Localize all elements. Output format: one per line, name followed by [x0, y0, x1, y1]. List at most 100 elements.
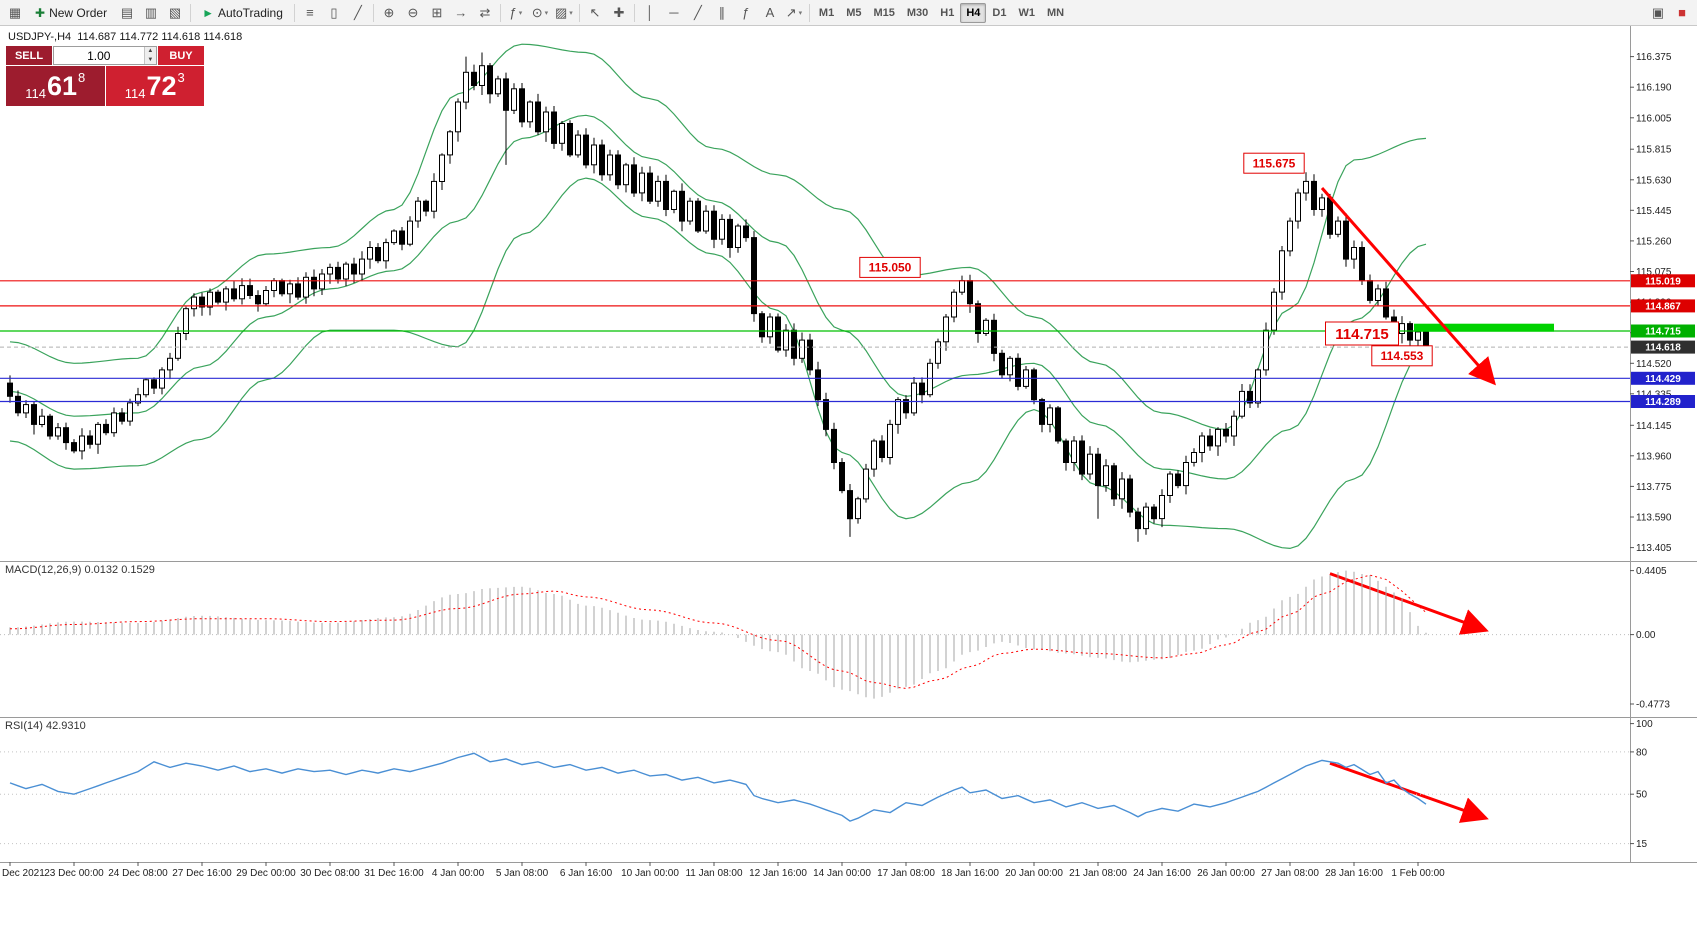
timeframe-button-m30[interactable]: M30 [906, 6, 929, 19]
buy-button[interactable]: BUY [158, 46, 204, 65]
market-watch-icon[interactable]: ▥ [139, 2, 163, 24]
templates-icon[interactable]: ▨ ▾ [552, 2, 576, 24]
new-chart-icon: ▦ [8, 4, 22, 20]
bar-chart-icon[interactable]: ≡ [298, 2, 322, 24]
chart-profiles-icon[interactable]: ▤ [115, 2, 139, 24]
fibonacci-icon[interactable]: ƒ [734, 2, 758, 24]
rsi-pane [0, 751, 1630, 845]
buy-price-prefix: 114 [124, 86, 146, 101]
chart-profiles-icon: ▤ [120, 4, 134, 20]
cursor-icon[interactable]: ↖ [583, 2, 607, 24]
time-tick-label: 28 Jan 16:00 [1325, 868, 1383, 879]
price-badge-115.019: 115.019 [1631, 274, 1695, 288]
chart-shift-icon[interactable]: ⇄ [473, 2, 497, 24]
new-chart-icon[interactable]: ▦ [3, 2, 27, 24]
new-order-button[interactable]: ✚ New Order [27, 2, 115, 24]
rsi-tick-label: 100 [1636, 719, 1653, 730]
toolbar: ▦ ✚ New Order ▤ ▥ ▧ ► AutoTrading ≡ ▯ ╱ ⊕ ⊖ ⊞ → ⇄ ƒ ▾ ⊙ ▾ ▨ ▾… [0, 0, 1697, 26]
vertical-line-icon[interactable]: │ [638, 2, 662, 24]
svg-text:115.050: 115.050 [869, 261, 912, 275]
text-label-icon[interactable]: A [758, 2, 782, 24]
support-zone-rectangle[interactable] [1414, 323, 1554, 332]
symbol-period-label: USDJPY-,H4 [8, 31, 72, 43]
price-axis[interactable]: 116.375 116.190 116.005 115.815 115.630 115.4… [1630, 52, 1695, 554]
time-tick-label: 30 Dec 08:00 [300, 868, 360, 879]
svg-text:114.715: 114.715 [1335, 326, 1388, 343]
price-tick-label: 114.145 [1636, 421, 1672, 432]
svg-text:115.019: 115.019 [1645, 276, 1681, 287]
sell-button[interactable]: SELL [6, 46, 52, 65]
autotrading-icon: ► [202, 5, 214, 20]
app-icon[interactable]: ■ [1670, 2, 1694, 24]
lot-size-input[interactable] [54, 47, 144, 64]
horizontal-line-icon: ─ [669, 5, 679, 20]
horizontal-line-icon[interactable]: ─ [662, 2, 686, 24]
price-tick-label: 113.590 [1636, 513, 1672, 524]
timeframe-button-m5[interactable]: M5 [846, 6, 862, 19]
fibonacci-icon: ƒ [742, 5, 750, 20]
price-tick-label: 113.405 [1636, 543, 1672, 554]
timeframe-button-m15[interactable]: M15 [873, 6, 895, 19]
price-label-115.050[interactable]: 115.050 [859, 256, 921, 278]
svg-text:114.867: 114.867 [1645, 301, 1681, 312]
price-tick-label: 116.375 [1636, 52, 1672, 63]
trend-arrow-rsi[interactable] [1329, 761, 1489, 823]
arrows-icon[interactable]: ↗ ▾ [782, 2, 806, 24]
periods-icon[interactable]: ⊙ ▾ [528, 2, 552, 24]
chevron-down-icon: ▾ [569, 9, 573, 17]
time-tick-label: 12 Jan 16:00 [749, 868, 807, 879]
crosshair-icon[interactable]: ✚ [607, 2, 631, 24]
zoom-in-icon[interactable]: ⊕ [377, 2, 401, 24]
tile-windows-icon: ⊞ [431, 4, 443, 20]
equidistant-channel-icon[interactable]: ∥ [710, 2, 734, 24]
price-tick-label: 115.075 [1636, 267, 1672, 278]
time-tick-label: 24 Jan 16:00 [1133, 868, 1191, 879]
vertical-line-icon: │ [645, 5, 654, 20]
time-tick-label: 24 Dec 08:00 [108, 868, 168, 879]
zoom-out-icon[interactable]: ⊖ [401, 2, 425, 24]
price-badge-114.867: 114.867 [1631, 299, 1695, 313]
rsi-name: RSI(14) [5, 720, 43, 732]
indicators-icon: ƒ [509, 5, 517, 20]
price-tick-label: 115.630 [1636, 175, 1672, 186]
tile-windows-icon[interactable]: ⊞ [425, 2, 449, 24]
timeframe-button-w1[interactable]: W1 [1018, 6, 1035, 19]
chevron-down-icon: ▾ [544, 9, 549, 17]
trend-arrow-price[interactable] [1320, 187, 1496, 386]
svg-text:114.429: 114.429 [1645, 374, 1681, 385]
trendline-icon[interactable]: ╱ [686, 2, 710, 24]
candlestick-chart-icon[interactable]: ▯ [322, 2, 346, 24]
buy-price-display[interactable]: 114 72 3 [105, 66, 204, 106]
price-label-114.553[interactable]: 114.553 [1371, 345, 1433, 367]
lot-increment-button[interactable]: ▲ [144, 47, 156, 56]
autotrading-button-label: AutoTrading [217, 5, 283, 20]
timeframe-button-m1[interactable]: M1 [818, 6, 835, 19]
autotrading-button[interactable]: ► AutoTrading [194, 2, 291, 24]
trend-arrow-macd[interactable] [1329, 572, 1489, 635]
sell-price-display[interactable]: 114 61 8 [6, 66, 105, 106]
app-icon: ■ [1678, 5, 1686, 20]
lot-decrement-button[interactable]: ▼ [144, 55, 156, 64]
timeframe-button-mn[interactable]: MN [1046, 6, 1065, 19]
toolbar-separator [578, 3, 580, 22]
time-axis[interactable]: Dec 2021 23 Dec 00:00 24 Dec 08:00 27 Dec 1… [2, 862, 1445, 879]
timeframe-button-h4[interactable]: H4 [960, 2, 987, 23]
arrange-icon[interactable]: ▣ [1646, 2, 1670, 24]
chart-shift-icon: ⇄ [479, 4, 491, 20]
price-label-114.715[interactable]: 114.715 [1325, 321, 1399, 346]
timeframe-button-d1[interactable]: D1 [992, 6, 1007, 19]
auto-scroll-icon[interactable]: → [449, 2, 473, 24]
timeframe-button-h1[interactable]: H1 [940, 6, 955, 19]
line-chart-icon[interactable]: ╱ [346, 2, 370, 24]
macd-tick-label: 0.00 [1636, 630, 1656, 641]
time-tick-label: 14 Jan 00:00 [813, 868, 871, 879]
market-watch-icon: ▥ [144, 4, 158, 20]
auto-scroll-icon: → [454, 5, 468, 20]
price-tick-label: 115.445 [1636, 206, 1672, 217]
price-label-115.675[interactable]: 115.675 [1243, 152, 1305, 174]
indicators-icon[interactable]: ƒ ▾ [504, 2, 528, 24]
time-tick-label: 4 Jan 00:00 [432, 868, 485, 879]
bollinger-bands [9, 43, 1427, 550]
navigator-icon[interactable]: ▧ [163, 2, 187, 24]
